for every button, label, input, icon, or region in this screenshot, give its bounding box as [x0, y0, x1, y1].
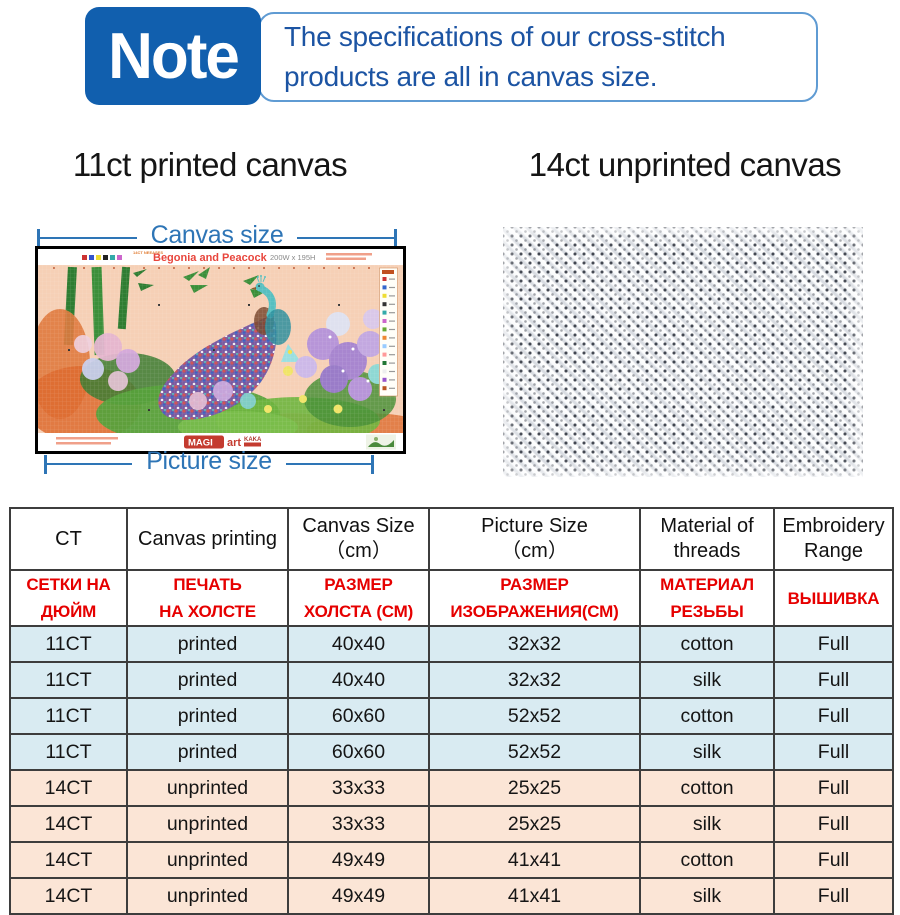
- table-row: 14CT unprinted 33x33 25x25 cotton Full: [9, 769, 894, 808]
- dimension-line: [285, 462, 371, 466]
- dimension-tick-left: [37, 228, 40, 248]
- table-header-row-en: CT Canvas printing Canvas Size （cm） Pictu…: [9, 507, 894, 571]
- table-row: 11CT printed 60x60 52x52 cotton Full: [9, 697, 894, 736]
- dimension-tick-right: [371, 454, 374, 474]
- heading-unprinted-canvas: 14ct unprinted canvas: [528, 146, 842, 183]
- header-ru-material: МАТЕРИАЛ РЕЗЬБЫ: [639, 568, 775, 628]
- table-row: 14CT unprinted 49x49 41x41 silk Full: [9, 877, 894, 915]
- dimension-line: [40, 236, 137, 240]
- header-ct: CT: [9, 507, 128, 571]
- header-ru-canvas-size: РАЗМЕР ХОЛСТА (СМ): [287, 568, 430, 628]
- landscape-thumbnail: [366, 434, 396, 450]
- canvas-art: 14CT NEEASES Begonia and Peacock 200W x …: [38, 249, 403, 451]
- header-picture-size: Picture Size （cm）: [428, 507, 641, 571]
- table-row: 14CT unprinted 33x33 25x25 silk Full: [9, 805, 894, 844]
- note-text-line1: The specifications of our cross-stitch: [284, 21, 726, 53]
- table-row: 11CT printed 40x40 32x32 silk Full: [9, 661, 894, 700]
- table-row: 11CT printed 60x60 52x52 silk Full: [9, 733, 894, 772]
- table-header-row-ru: СЕТКИ НА ДЮЙМ ПЕЧАТЬ НА ХОЛСТЕ РАЗМЕР ХОЛСТ…: [9, 568, 894, 628]
- canvas-size-label: Canvas size: [150, 221, 284, 249]
- header-ru-ct: СЕТКИ НА ДЮЙМ: [9, 568, 128, 628]
- header-ru-picture-size: РАЗМЕР ИЗОБРАЖЕНИЯ(СМ): [428, 568, 641, 628]
- header-canvas-printing: Canvas printing: [126, 507, 289, 571]
- note-text-bubble: The specifications of our cross-stitch p…: [258, 12, 818, 102]
- unprinted-canvas-image: [503, 227, 863, 477]
- chart-dimensions-text: 200W x 195H: [270, 253, 315, 262]
- canvas-size-dimension: Canvas size: [37, 221, 397, 250]
- color-legend-strip: [379, 267, 398, 397]
- table-row: 11CT printed 40x40 32x32 cotton Full: [9, 625, 894, 664]
- header-canvas-size: Canvas Size （cm）: [287, 507, 430, 571]
- header-ru-embroidery: ВЫШИВКА: [773, 568, 894, 628]
- svg-text:14CT NEEASES: 14CT NEEASES: [133, 250, 163, 255]
- logo-main-text: MAGI: [188, 438, 213, 449]
- note-badge-label: Note: [108, 19, 240, 93]
- picture-size-label: Picture size: [146, 447, 272, 475]
- note-text-line2: products are all in canvas size.: [284, 61, 658, 92]
- dimension-tick-right: [394, 228, 397, 248]
- table-row: 14CT unprinted 49x49 41x41 cotton Full: [9, 841, 894, 880]
- dimension-line: [47, 462, 133, 466]
- header-material: Material of threads: [639, 507, 775, 571]
- printed-canvas-image: 14CT NEEASES Begonia and Peacock 200W x …: [35, 246, 406, 454]
- logo-suffix-text: art: [227, 437, 241, 449]
- note-badge: Note: [85, 7, 261, 105]
- header-embroidery: Embroidery Range: [773, 507, 894, 571]
- dimension-tick-left: [44, 454, 47, 474]
- dimension-line: [297, 236, 394, 240]
- header-ru-printing: ПЕЧАТЬ НА ХОЛСТЕ: [126, 568, 289, 628]
- spec-table: CT Canvas printing Canvas Size （cm） Pictu…: [9, 507, 894, 915]
- picture-size-dimension: Picture size: [44, 447, 374, 476]
- logo-sub-text: KAKA: [244, 437, 262, 443]
- magiart-logo: MAGI art KAKA: [184, 435, 262, 449]
- chart-title-text: Begonia and Peacock: [153, 252, 268, 264]
- heading-printed-canvas: 11ct printed canvas: [72, 146, 348, 183]
